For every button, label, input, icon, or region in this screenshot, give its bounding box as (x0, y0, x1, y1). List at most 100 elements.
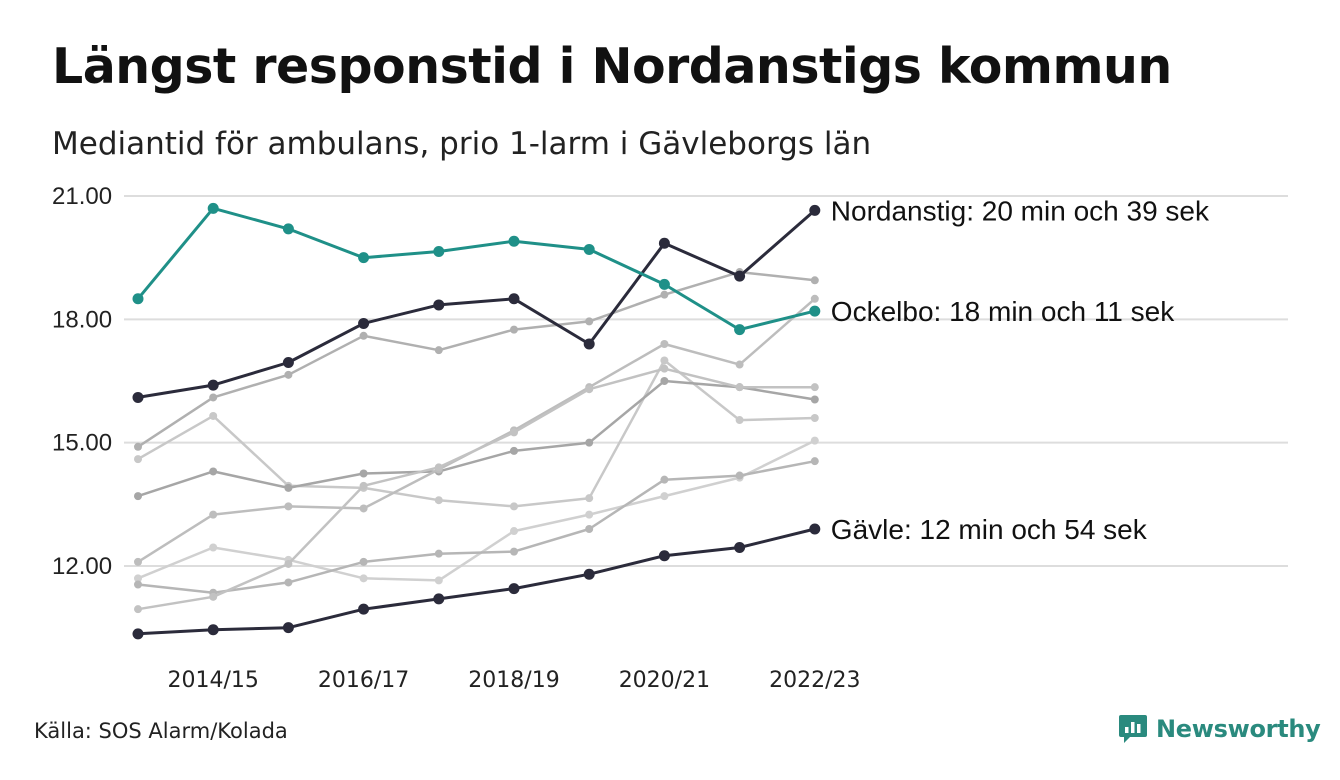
brand-name: Newsworthy (1156, 715, 1321, 743)
data-point (359, 574, 368, 583)
data-point (134, 557, 142, 566)
series-line (137, 527, 816, 636)
data-point (660, 290, 669, 299)
data-point (585, 494, 594, 503)
data-point (207, 202, 219, 214)
x-tick-label: 2020/21 (619, 668, 710, 693)
data-point (134, 605, 142, 614)
data-point (359, 331, 368, 340)
data-point (433, 246, 445, 257)
data-point (510, 502, 518, 511)
series-line (137, 439, 816, 582)
data-point (508, 235, 520, 247)
data-point (282, 622, 294, 634)
data-point (585, 510, 594, 519)
data-point (209, 543, 218, 552)
series-line (137, 459, 816, 594)
data-point (209, 411, 218, 420)
data-point (585, 385, 594, 394)
chart-title: Längst responstid i Nordanstigs kommun (52, 38, 1172, 95)
series-line (137, 297, 816, 563)
data-point (583, 243, 595, 255)
data-point (508, 293, 520, 305)
series-line (137, 367, 815, 611)
y-tick-label: 12.00 (52, 553, 112, 580)
data-point (809, 305, 821, 317)
data-point (134, 574, 142, 583)
data-point (284, 559, 293, 568)
data-point (284, 483, 293, 492)
data-point (585, 525, 594, 533)
data-point (810, 414, 819, 422)
data-point (134, 580, 142, 589)
data-point (585, 317, 594, 326)
data-point (358, 317, 370, 329)
data-point (359, 504, 368, 513)
y-axis-ticks: 12.00 15.00 18.00 21.00 (52, 183, 112, 580)
x-axis-ticks: 2014/15 2016/17 2018/19 2020/21 2022/23 (167, 668, 860, 693)
context-series (134, 436, 819, 585)
data-point (359, 469, 368, 478)
series-nordanstig (132, 204, 821, 403)
data-point (583, 568, 595, 580)
data-point (734, 542, 746, 553)
data-point (433, 299, 445, 311)
x-tick-label: 2016/17 (318, 668, 409, 693)
data-point (658, 237, 670, 249)
data-point (284, 578, 293, 587)
data-point (209, 393, 218, 402)
newsworthy-logo-icon (1119, 715, 1147, 743)
data-point (132, 628, 144, 640)
data-point (810, 436, 819, 445)
series-line (137, 379, 816, 498)
line-chart: 12.00 15.00 18.00 21.00 2014/15 2016/17 2018/… (52, 183, 1288, 693)
series-line (137, 359, 815, 508)
series-line (137, 209, 816, 399)
highlight-series-group (132, 202, 821, 640)
y-tick-label: 21.00 (52, 183, 112, 210)
data-point (510, 527, 518, 536)
data-point (434, 463, 443, 472)
data-point (735, 383, 744, 392)
data-point (660, 340, 669, 348)
x-tick-label: 2014/15 (167, 668, 258, 693)
data-point (735, 416, 744, 425)
data-point (433, 593, 445, 605)
series-end-label: Nordanstig: 20 min och 39 sek (831, 195, 1210, 226)
data-point (284, 370, 293, 379)
data-point (508, 583, 520, 595)
data-point (734, 324, 746, 336)
series-label-group: Nordanstig: 20 min och 39 sek Ockelbo: 18… (831, 195, 1210, 545)
data-point (660, 356, 669, 365)
data-point (809, 204, 821, 216)
data-point (434, 346, 443, 355)
data-point (207, 379, 219, 391)
y-tick-label: 18.00 (52, 306, 112, 333)
context-series (134, 364, 819, 614)
data-point (359, 481, 368, 490)
data-point (510, 547, 518, 556)
y-tick-label: 15.00 (52, 430, 112, 457)
data-point (434, 549, 443, 558)
data-point (660, 364, 669, 373)
data-point (134, 442, 142, 451)
data-point (434, 576, 443, 585)
data-point (660, 475, 669, 484)
data-point (284, 502, 293, 511)
data-point (134, 455, 142, 464)
source-note: Källa: SOS Alarm/Kolada (34, 719, 288, 743)
data-point (810, 457, 819, 466)
context-series (134, 294, 819, 566)
data-point (658, 278, 670, 290)
data-point (735, 360, 744, 369)
series-ockelbo (132, 202, 821, 336)
data-point (209, 467, 218, 476)
series-line (136, 206, 816, 332)
data-point (585, 438, 594, 447)
data-point (132, 391, 144, 403)
data-point (734, 270, 746, 282)
data-point (134, 492, 142, 501)
data-point (359, 557, 368, 566)
chart-subtitle: Mediantid för ambulans, prio 1-larm i Gä… (52, 126, 872, 162)
brand-logo: Newsworthy (1118, 713, 1321, 745)
